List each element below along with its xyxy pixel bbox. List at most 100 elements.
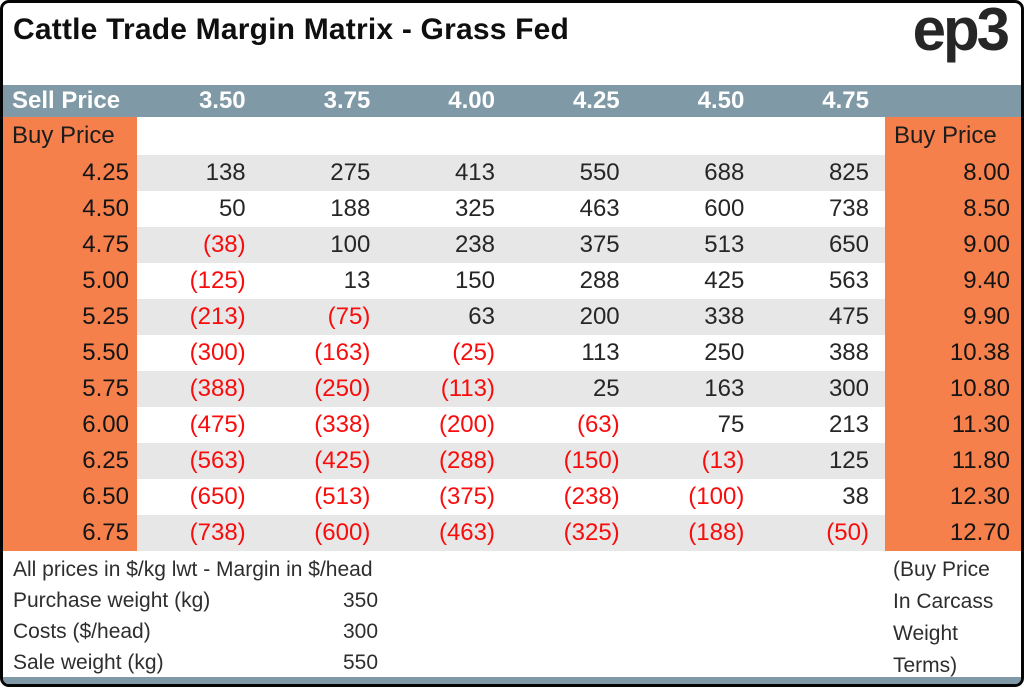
margin-cell: 688 — [635, 155, 761, 191]
matrix-row: 6.25 (563) (425) (288) (150) (13) 125 11… — [3, 443, 1021, 479]
margin-cell: (100) — [688, 483, 745, 510]
margin-cell: (25) — [452, 339, 495, 366]
buy-price-cell: 5.50 — [3, 335, 137, 371]
buy-price-cell: 6.50 — [3, 479, 137, 515]
axis-spacer — [262, 117, 387, 155]
matrix-row: 5.50 (300) (163) (25) 113 250 388 10.38 — [3, 335, 1021, 371]
sell-price-header: 3.50 — [198, 87, 246, 114]
bottom-accent-bar — [3, 677, 1021, 684]
margin-cell: (238) — [563, 483, 620, 510]
margin-cell: 288 — [579, 267, 620, 294]
margin-cell: 238 — [386, 227, 511, 263]
sell-price-header: 4.75 — [822, 87, 869, 114]
matrix-body: 4.25 138 275 413 550 688 825 8.00 4.50 5… — [3, 155, 1021, 551]
margin-cell: 325 — [454, 195, 495, 222]
margin-cell: (13) — [635, 443, 761, 479]
param-row: Costs ($/head) 300 — [13, 616, 885, 647]
margin-cell: (325) — [510, 515, 636, 551]
margin-cell: 163 — [635, 371, 761, 407]
margin-cell: (38) — [137, 227, 262, 263]
margin-cell: (563) — [137, 443, 262, 479]
carcass-note-line: Weight — [893, 622, 958, 645]
margin-cell: (63) — [576, 411, 620, 438]
page-title: Cattle Trade Margin Matrix - Grass Fed — [13, 13, 570, 46]
margin-cell: (513) — [314, 483, 371, 510]
carcass-price-cell: 11.80 — [884, 443, 1021, 479]
margin-cell: (113) — [386, 371, 511, 407]
sell-price-header: 4.50 — [697, 87, 745, 114]
matrix-row: 5.00 (125) 13 150 288 425 563 9.40 — [3, 263, 1021, 299]
margin-cell: 200 — [510, 299, 636, 335]
margin-cell: 138 — [137, 155, 262, 191]
matrix-row: 4.75 (38) 100 238 375 513 650 9.00 — [3, 227, 1021, 263]
margin-cell: (200) — [438, 411, 495, 438]
margin-cell: 600 — [704, 195, 745, 222]
titlebar: Cattle Trade Margin Matrix - Grass Fed e… — [3, 3, 1021, 85]
buy-price-cell: 5.25 — [3, 299, 137, 335]
margin-cell: 738 — [828, 195, 869, 222]
margin-cell: (125) — [189, 267, 246, 294]
carcass-price-cell: 9.00 — [884, 227, 1021, 263]
buy-price-cell: 6.25 — [3, 443, 137, 479]
margin-cell: (213) — [137, 299, 262, 335]
margin-cell: (600) — [261, 515, 387, 551]
margin-cell: 300 — [760, 371, 885, 407]
margin-cell: 75 — [717, 411, 745, 438]
carcass-price-cell: 8.00 — [884, 155, 1021, 191]
sell-price-header: 3.75 — [323, 87, 371, 114]
carcass-note-line: Terms) — [893, 654, 958, 677]
margin-cell: (375) — [438, 483, 495, 510]
param-label: Purchase weight (kg) — [13, 588, 211, 612]
param-row: Sale weight (kg) 550 — [13, 647, 885, 678]
margin-cell: (425) — [261, 443, 387, 479]
carcass-price-cell: 11.30 — [884, 407, 1021, 443]
footer: All prices in $/kg lwt - Margin in $/hea… — [3, 551, 1021, 678]
buy-price-cell: 6.00 — [3, 407, 137, 443]
matrix-row: 6.75 (738) (600) (463) (325) (188) (50) … — [3, 515, 1021, 551]
carcass-note-line: (Buy Price — [893, 558, 990, 581]
margin-cell: 50 — [218, 195, 246, 222]
param-label: Sale weight (kg) — [13, 650, 164, 674]
buy-price-label-right: Buy Price — [884, 117, 1021, 155]
buy-price-cell: 4.50 — [3, 191, 137, 227]
ep3-logo: ep3 — [912, 0, 1010, 63]
header-spacer — [885, 85, 1021, 117]
buy-price-cell: 5.75 — [3, 371, 137, 407]
carcass-note-line: In Carcass — [893, 590, 994, 613]
margin-cell: (250) — [261, 371, 387, 407]
margin-cell: 375 — [510, 227, 636, 263]
carcass-price-cell: 10.38 — [884, 335, 1021, 371]
axis-spacer — [636, 117, 761, 155]
margin-cell: (475) — [189, 411, 246, 438]
matrix-row: 6.00 (475) (338) (200) (63) 75 213 11.30 — [3, 407, 1021, 443]
carcass-price-cell: 8.50 — [884, 191, 1021, 227]
carcass-price-cell: 10.80 — [884, 371, 1021, 407]
axis-spacer — [511, 117, 636, 155]
margin-cell: 413 — [386, 155, 511, 191]
margin-cell: 63 — [386, 299, 511, 335]
margin-cell: 825 — [760, 155, 885, 191]
margin-cell: 550 — [510, 155, 636, 191]
units-note: All prices in $/kg lwt - Margin in $/hea… — [13, 557, 373, 581]
margin-cell: 425 — [704, 267, 745, 294]
margin-cell: (50) — [760, 515, 885, 551]
margin-cell: 513 — [635, 227, 761, 263]
buy-price-label-left: Buy Price — [3, 117, 137, 155]
carcass-price-cell: 9.90 — [884, 299, 1021, 335]
margin-cell: (650) — [189, 483, 246, 510]
matrix-row: 6.50 (650) (513) (375) (238) (100) 38 12… — [3, 479, 1021, 515]
param-value: 300 — [343, 619, 379, 643]
matrix-row: 4.50 50 188 325 463 600 738 8.50 — [3, 191, 1021, 227]
sell-price-header-row: Sell Price 3.50 3.75 4.00 4.25 4.50 4.75 — [3, 85, 1021, 117]
margin-cell: (288) — [386, 443, 511, 479]
margin-cell: 113 — [581, 339, 620, 366]
margin-cell: 475 — [760, 299, 885, 335]
margin-cell: 125 — [760, 443, 885, 479]
margin-cell: 150 — [454, 267, 495, 294]
sell-price-label: Sell Price — [12, 87, 121, 114]
margin-cell: 650 — [760, 227, 885, 263]
carcass-price-cell: 9.40 — [884, 263, 1021, 299]
buy-price-cell: 6.75 — [3, 515, 137, 551]
param-label: Costs ($/head) — [13, 619, 151, 643]
